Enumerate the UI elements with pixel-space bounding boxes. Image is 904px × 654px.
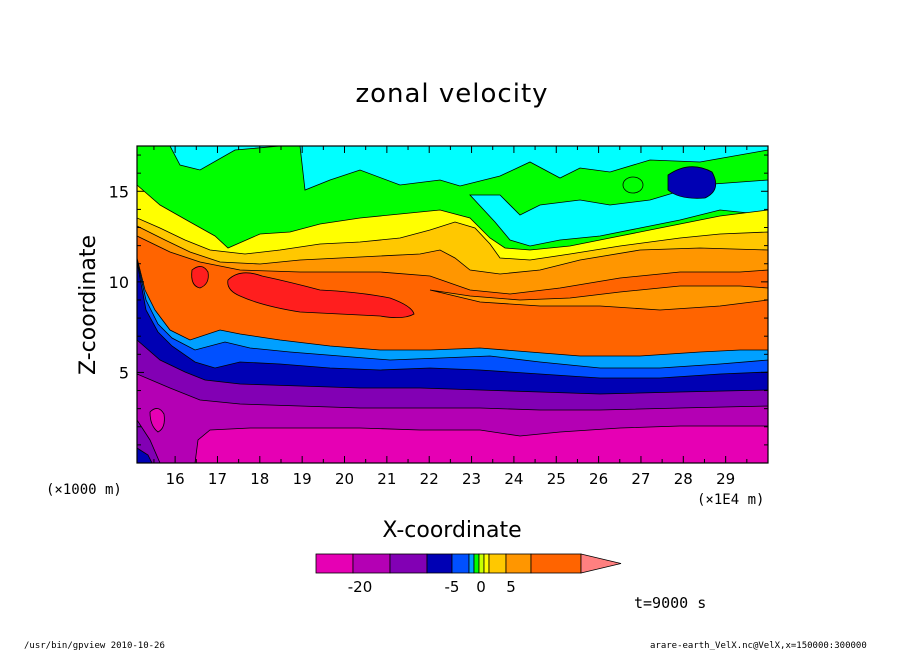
plot-area bbox=[137, 146, 768, 463]
colorbar-segment bbox=[530, 553, 582, 574]
contour-spot-navy-bottom bbox=[137, 447, 153, 463]
colorbar-tick-label: -5 bbox=[445, 578, 460, 596]
x-tick-label: 19 bbox=[293, 470, 312, 488]
colorbar-segment bbox=[426, 553, 453, 574]
x-tick-label: 28 bbox=[674, 470, 693, 488]
x-axis-label: X-coordinate bbox=[382, 518, 521, 543]
contour-spot-magenta bbox=[149, 408, 165, 433]
y-tick-label: 15 bbox=[109, 182, 129, 201]
x-tick-label: 16 bbox=[166, 470, 185, 488]
x-tick-label: 18 bbox=[250, 470, 269, 488]
chart-title: zonal velocity bbox=[355, 79, 548, 109]
colorbar-segment bbox=[478, 553, 485, 574]
colorbar-segment bbox=[389, 553, 428, 574]
colorbar-segment bbox=[352, 553, 391, 574]
y-axis-ticks: 5 10 15 bbox=[109, 154, 768, 446]
time-label: t=9000 s bbox=[634, 594, 707, 612]
x-tick-label: 27 bbox=[631, 470, 650, 488]
y-tick-label: 10 bbox=[109, 273, 129, 292]
contour-spot-navy bbox=[667, 166, 717, 199]
contour-region-orange-inner bbox=[429, 285, 768, 311]
colorbar-segment bbox=[451, 553, 470, 574]
y-tick-label: 5 bbox=[119, 363, 129, 382]
colorbar-segment bbox=[488, 553, 507, 574]
x-tick-label: 25 bbox=[547, 470, 566, 488]
x-tick-label: 23 bbox=[462, 470, 481, 488]
contour-region-jet-core bbox=[227, 272, 415, 318]
x-tick-label: 20 bbox=[335, 470, 354, 488]
footer-left: /usr/bin/gpview 2010-10-26 bbox=[24, 641, 165, 651]
colorbar-segment bbox=[468, 553, 475, 574]
colorbar-segment bbox=[315, 553, 354, 574]
x-tick-label: 26 bbox=[589, 470, 608, 488]
colorbar bbox=[315, 553, 622, 574]
contour-region-magenta bbox=[194, 425, 768, 463]
y-axis-label: Z-coordinate bbox=[76, 235, 101, 375]
colorbar-segment bbox=[473, 553, 480, 574]
colorbar-segment bbox=[483, 553, 490, 574]
footer-right: arare-earth_VelX.nc@VelX,x=150000:300000 bbox=[650, 641, 867, 651]
x-axis-ticks: 16 17 18 19 20 21 22 23 24 25 26 27 28 29 bbox=[153, 146, 748, 488]
x-tick-label: 29 bbox=[716, 470, 735, 488]
x-tick-label: 24 bbox=[504, 470, 523, 488]
colorbar-tick-labels: -20 -5 0 5 bbox=[348, 578, 516, 596]
colorbar-tick-label: 5 bbox=[506, 578, 516, 596]
contour-spot-red bbox=[191, 266, 209, 289]
x-tick-label: 21 bbox=[377, 470, 396, 488]
colorbar-segment bbox=[505, 553, 532, 574]
x-tick-label: 17 bbox=[208, 470, 227, 488]
plot-frame bbox=[136, 145, 769, 464]
colorbar-extend-arrow bbox=[580, 553, 622, 574]
colorbar-tick-label: 0 bbox=[476, 578, 486, 596]
contour-island-green bbox=[622, 176, 644, 194]
colorbar-tick-label: -20 bbox=[348, 578, 373, 596]
y-unit-label: (×1000 m) bbox=[46, 482, 122, 498]
x-unit-label: (×1E4 m) bbox=[697, 492, 765, 508]
x-tick-label: 22 bbox=[420, 470, 439, 488]
